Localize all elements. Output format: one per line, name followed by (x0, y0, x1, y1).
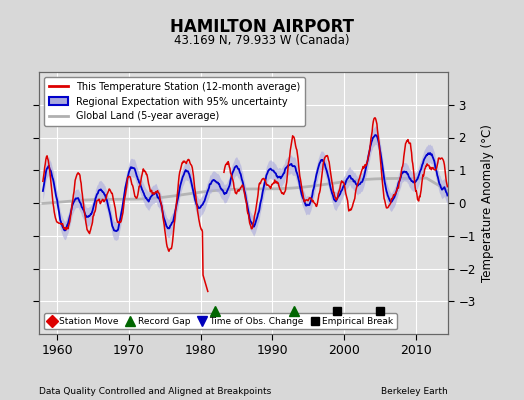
Legend: Station Move, Record Gap, Time of Obs. Change, Empirical Break: Station Move, Record Gap, Time of Obs. C… (44, 313, 397, 330)
Y-axis label: Temperature Anomaly (°C): Temperature Anomaly (°C) (482, 124, 494, 282)
Text: Berkeley Earth: Berkeley Earth (381, 387, 448, 396)
Text: 43.169 N, 79.933 W (Canada): 43.169 N, 79.933 W (Canada) (174, 34, 350, 47)
Text: Data Quality Controlled and Aligned at Breakpoints: Data Quality Controlled and Aligned at B… (39, 387, 271, 396)
Text: HAMILTON AIRPORT: HAMILTON AIRPORT (170, 18, 354, 36)
